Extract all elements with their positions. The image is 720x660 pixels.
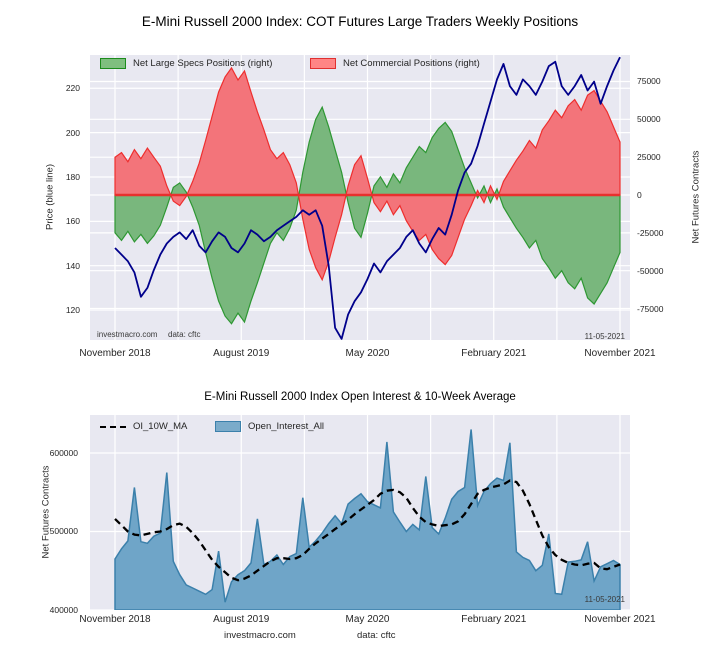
bottom-y-tick-500000: 500000 [49,526,78,537]
top-x-tick-0: November 2018 [79,348,151,359]
top-right-tick--50000: -50000 [637,265,664,276]
bottom-y-tick-400000: 400000 [49,605,78,615]
bottom-annotation-date: 11-05-2021 [584,595,625,604]
figure-caption-site: investmacro.com [224,630,296,641]
bottom-legend-item-oi: Open_Interest_All [215,421,324,432]
bottom-y-tick-600000: 600000 [49,447,78,458]
top-right-tick-50000: 50000 [637,114,661,125]
bottom-x-tick-2: May 2020 [345,614,390,625]
top-right-tick-0: 0 [637,190,642,200]
top-right-tick--75000: -75000 [637,303,664,314]
oi-legend-swatch [215,421,241,432]
top-left-tick-140: 140 [65,260,80,271]
specs-legend-label: Net Large Specs Positions (right) [133,58,273,69]
ma-legend-swatch [100,425,126,428]
bottom-chart-title: E-Mini Russell 2000 Index Open Interest … [204,391,516,403]
top-right-tick--25000: -25000 [637,227,664,238]
top-chart-canvas [90,55,630,340]
top-right-axis-label: Net Futures Contracts [690,150,702,244]
top-left-tick-220: 220 [65,83,80,94]
top-annotation-site: investmacro.com [97,330,158,339]
bottom-x-tick-3: February 2021 [461,614,527,625]
bottom-chart-plot: 11-05-2021 [90,415,630,610]
top-left-tick-180: 180 [65,171,80,182]
top-right-tick-25000: 25000 [637,152,661,163]
ma-legend-label: OI_10W_MA [133,421,188,432]
specs-legend-swatch [100,58,126,69]
bottom-x-tick-0: November 2018 [79,614,151,625]
top-legend-item-specs: Net Large Specs Positions (right) [100,58,272,69]
top-right-tick-75000: 75000 [637,76,661,87]
bottom-y-axis-label: Net Futures Contracts [40,465,52,559]
top-chart-title: E-Mini Russell 2000 Index: COT Futures L… [141,14,579,29]
figure-caption-source: data: cftc [357,630,396,641]
bottom-x-tick-1: August 2019 [213,614,270,625]
bottom-x-tick-4: November 2021 [584,614,656,625]
top-legend-item-commercials: Net Commercial Positions (right) [310,58,480,69]
oi-legend-label: Open_Interest_All [248,421,325,432]
commercials-legend-label: Net Commercial Positions (right) [343,58,480,69]
commercials-legend-swatch [310,58,336,69]
top-left-tick-120: 120 [65,305,80,316]
top-x-tick-1: August 2019 [213,348,270,359]
bottom-chart-canvas [90,415,630,610]
top-x-tick-2: May 2020 [345,348,390,359]
bottom-legend-item-ma: OI_10W_MA [100,421,187,432]
top-x-tick-3: February 2021 [461,348,527,359]
top-left-tick-200: 200 [65,127,80,138]
top-chart-plot: investmacro.com data: cftc 11-05-2021 [90,55,630,340]
top-annotation-datasource: data: cftc [168,330,201,339]
top-left-tick-160: 160 [65,216,80,227]
top-annotation-date: 11-05-2021 [584,332,625,340]
top-x-tick-4: November 2021 [584,348,656,359]
